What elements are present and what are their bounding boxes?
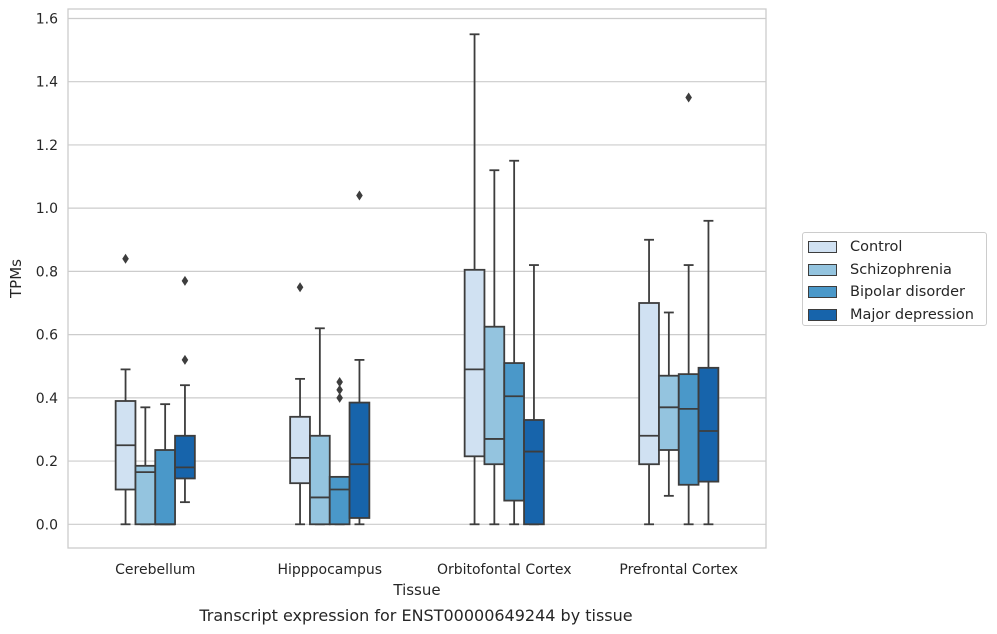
box-body xyxy=(677,373,700,486)
legend-swatch xyxy=(808,308,837,321)
legend-item: Control xyxy=(808,236,986,259)
legend-item: Bipolar disorder xyxy=(808,281,986,304)
outlier-point xyxy=(181,275,189,286)
x-tick-labels: Cerebellum Hipppocampus Orbitofontal Corte… xyxy=(115,562,738,578)
box-body xyxy=(697,366,720,483)
box-body xyxy=(503,362,525,502)
legend-swatch xyxy=(808,263,837,276)
box-body xyxy=(154,449,176,526)
outlier-point xyxy=(336,377,343,388)
y-tick-label: 0.2 xyxy=(36,454,58,470)
box-3-2 xyxy=(677,92,700,526)
y-axis-label: TPMs xyxy=(7,259,25,299)
legend-swatch xyxy=(808,241,837,254)
box-body xyxy=(174,434,196,480)
box-1-2 xyxy=(328,377,351,526)
legend-swatch xyxy=(808,286,837,299)
legend-item: Major depression xyxy=(808,304,986,327)
legend-label: Bipolar disorder xyxy=(850,284,965,301)
y-tick-label: 0.4 xyxy=(36,391,58,407)
box-body xyxy=(328,475,351,526)
box-1-3 xyxy=(348,190,371,526)
x-tick-label: Orbitofontal Cortex xyxy=(437,562,572,578)
y-tick-label: 1.6 xyxy=(36,11,58,27)
box-body xyxy=(638,302,660,466)
y-tick-label: 0.0 xyxy=(36,517,58,533)
box-1-1 xyxy=(309,327,331,526)
outlier-point xyxy=(336,384,343,395)
y-tick-label: 1.2 xyxy=(36,138,58,154)
box-2-3 xyxy=(523,264,545,526)
outlier-point xyxy=(685,92,692,103)
box-2-2 xyxy=(503,159,525,526)
boxes xyxy=(114,33,720,526)
legend-label: Major depression xyxy=(850,306,974,323)
box-2-1 xyxy=(483,169,506,526)
x-tick-label: Cerebellum xyxy=(115,562,195,578)
box-body xyxy=(289,415,311,485)
outlier-point xyxy=(356,190,363,201)
box-body xyxy=(309,434,331,526)
box-3-1 xyxy=(658,311,680,497)
outlier-point xyxy=(122,253,129,264)
y-tick-label: 1.4 xyxy=(36,75,58,91)
x-tick-label: Prefrontal Cortex xyxy=(619,562,738,578)
plot-frame xyxy=(67,8,767,549)
legend: Control Schizophrenia Bipolar disorder Majo… xyxy=(802,232,987,326)
outlier-point xyxy=(296,282,304,293)
x-axis-label: Tissue xyxy=(392,581,440,599)
box-body xyxy=(658,374,680,451)
box-0-0 xyxy=(114,253,137,526)
box-0-2 xyxy=(154,403,176,526)
box-body xyxy=(523,419,545,526)
legend-label: Schizophrenia xyxy=(850,261,952,278)
box-0-1 xyxy=(134,406,157,526)
y-tick-label: 1.0 xyxy=(36,201,58,217)
y-tick-label: 0.8 xyxy=(36,264,58,280)
box-body xyxy=(463,268,486,458)
legend-label: Control xyxy=(850,239,903,256)
box-3-3 xyxy=(697,219,720,526)
box-body xyxy=(134,464,157,526)
x-tick-label: Hipppocampus xyxy=(277,562,382,578)
box-2-0 xyxy=(463,33,486,526)
outlier-point xyxy=(336,392,343,403)
box-0-3 xyxy=(174,275,196,504)
outlier-point xyxy=(181,354,189,365)
box-3-0 xyxy=(638,238,660,526)
box-1-0 xyxy=(289,282,311,526)
y-tick-label: 0.6 xyxy=(36,328,58,344)
box-body xyxy=(483,325,506,466)
box-body xyxy=(348,401,371,519)
figure-caption: Transcript expression for ENST0000064924… xyxy=(199,606,633,625)
y-tick-labels: 0.0 0.2 0.4 0.6 0.8 1.0 1.2 1.4 1.6 xyxy=(36,11,58,533)
legend-item: Schizophrenia xyxy=(808,259,986,282)
